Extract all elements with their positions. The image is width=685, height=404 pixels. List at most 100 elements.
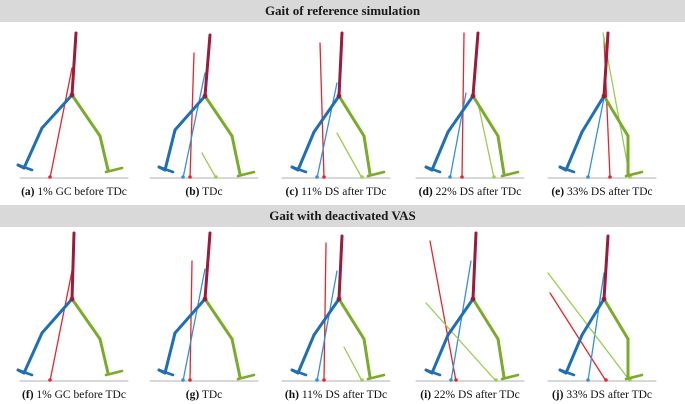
right-foot	[366, 373, 386, 381]
right-thigh	[70, 297, 102, 341]
panel-letter: (j)	[552, 389, 564, 401]
panel-caption: (f) 1% GC before TDc	[22, 389, 126, 401]
right-shank	[98, 134, 110, 172]
grf-origin	[492, 175, 496, 179]
panel-caption-text: 22% DS after TDc	[433, 186, 522, 198]
panel-caption-text: TDc	[199, 389, 222, 401]
trunk	[70, 231, 76, 301]
trunk	[471, 231, 478, 301]
grf-vector	[429, 240, 457, 382]
hip-joint	[336, 93, 342, 99]
grf-vector	[549, 292, 607, 382]
left-foot	[424, 165, 442, 174]
panel-letter: (d)	[419, 186, 433, 198]
left-thigh	[173, 94, 207, 132]
right-foot	[366, 170, 386, 178]
panel-caption-text: 1% GC before TDc	[35, 186, 127, 198]
grf-vector	[587, 97, 605, 179]
trunk	[70, 31, 78, 97]
grf-vector	[343, 346, 363, 382]
hip-joint	[202, 93, 208, 99]
right-thigh	[602, 297, 630, 341]
right-foot	[500, 170, 520, 178]
panel-letter: (b)	[185, 186, 199, 198]
left-foot	[424, 368, 442, 377]
grf-vector	[319, 42, 325, 179]
panel-caption: (e) 33% DS after TDc	[551, 186, 652, 198]
trunk	[203, 231, 212, 301]
hip-joint	[601, 296, 607, 302]
grf-origin	[586, 378, 590, 382]
gait-panel: (i) 22% DS after TDc	[415, 231, 525, 401]
grf-vector	[49, 270, 73, 382]
hip-joint	[69, 92, 75, 98]
grf-vector	[425, 302, 497, 382]
grf-origin	[449, 378, 453, 382]
right-foot	[236, 373, 256, 381]
gait-panel: (a) 1% GC before TDc	[16, 31, 129, 198]
right-shank	[362, 337, 372, 379]
grf-vector	[182, 268, 206, 382]
panel-caption: (c) 11% DS after TDc	[286, 186, 387, 198]
panel-caption: (a) 1% GC before TDc	[21, 186, 127, 198]
grf-origin	[188, 378, 192, 382]
grf-origin	[181, 175, 185, 179]
panel-caption: (g) TDc	[186, 389, 223, 401]
grf-vector	[587, 272, 605, 382]
grf-origin	[454, 378, 458, 382]
left-shank	[163, 128, 177, 172]
right-foot	[104, 369, 124, 377]
panel-letter: (g)	[186, 389, 200, 401]
grf-vector	[201, 152, 217, 179]
right-shank	[496, 337, 506, 379]
hip-joint	[470, 296, 476, 302]
left-foot	[16, 368, 34, 377]
left-thigh	[446, 94, 475, 134]
left-shank	[163, 331, 177, 375]
gait-panel: (g) TDc	[149, 231, 259, 401]
grf-vector	[182, 72, 206, 179]
left-shank	[22, 126, 44, 170]
trunk	[337, 31, 344, 98]
grf-origin	[494, 378, 498, 382]
left-shank	[564, 333, 584, 375]
grf-vector	[316, 82, 338, 179]
right-shank	[230, 337, 242, 379]
hip-joint	[202, 296, 208, 302]
panel-caption-text: 33% DS after TDc	[563, 389, 652, 401]
panel-caption: (h) 11% DS after TDc	[285, 389, 387, 401]
grf-vector	[547, 272, 631, 382]
left-shank	[564, 130, 584, 172]
gait-panel: (b) TDc	[149, 33, 259, 198]
trunk	[203, 33, 212, 98]
grf-origin	[604, 378, 608, 382]
grf-origin	[48, 378, 52, 382]
grf-origin	[48, 175, 52, 179]
grf-vector	[450, 260, 472, 382]
grf-vector	[477, 102, 495, 179]
right-thigh	[471, 94, 500, 138]
trunk	[471, 31, 480, 98]
panel-caption: (i) 22% DS after TDc	[420, 389, 519, 401]
left-foot	[290, 368, 308, 377]
panel-caption: (d) 22% DS after TDc	[419, 186, 522, 198]
left-shank	[430, 130, 450, 172]
grf-vector	[49, 67, 73, 179]
left-shank	[296, 130, 316, 172]
grf-origin	[586, 175, 590, 179]
grf-origin	[360, 175, 364, 179]
grf-origin	[214, 175, 218, 179]
grf-origin	[448, 175, 452, 179]
gait-panel: (d) 22% DS after TDc	[415, 31, 525, 198]
left-thigh	[580, 297, 606, 337]
right-foot	[500, 373, 520, 381]
hip-joint	[69, 296, 75, 302]
gait-panel: (j) 33% DS after TDc	[547, 234, 657, 401]
gait-panel: (e) 33% DS after TDc	[547, 31, 657, 198]
panel-caption: (j) 33% DS after TDc	[552, 389, 652, 401]
section-title-reference: Gait of reference simulation	[264, 3, 421, 18]
grf-origin	[188, 175, 192, 179]
right-foot	[624, 170, 644, 178]
right-foot	[104, 166, 124, 174]
left-foot	[157, 368, 175, 377]
